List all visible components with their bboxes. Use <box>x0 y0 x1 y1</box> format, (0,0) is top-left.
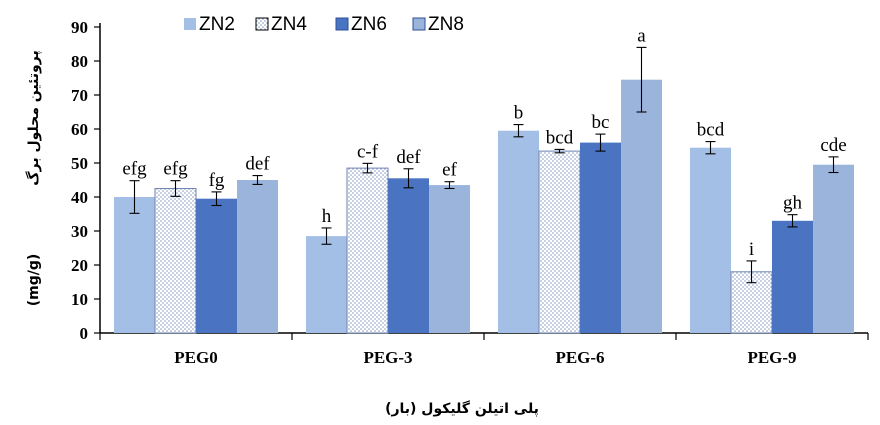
data-label: bcd <box>697 120 725 141</box>
bar <box>196 198 237 333</box>
data-label: h <box>322 206 332 227</box>
data-label: def <box>245 154 270 175</box>
category-label: PEG0 <box>174 348 217 367</box>
bar <box>813 164 854 333</box>
data-label: bcd <box>546 127 574 148</box>
bar <box>346 167 389 334</box>
category-label: PEG-9 <box>747 348 796 367</box>
data-label: a <box>637 25 646 46</box>
bar <box>498 130 539 333</box>
bar <box>621 79 662 333</box>
bar <box>237 180 278 333</box>
legend-swatch <box>255 17 269 31</box>
y-tick-label: 40 <box>71 188 88 207</box>
legend-label: ZN6 <box>351 14 387 35</box>
bar <box>429 185 470 333</box>
legend-swatch <box>184 18 196 30</box>
bar <box>306 236 347 333</box>
legend-swatch <box>335 17 349 31</box>
x-axis-label: پلی اتیلن گلیکول (بار) <box>385 400 539 417</box>
data-label: bc <box>592 112 610 133</box>
legend: ZN2 ZN4 ZN6 ZN8 <box>184 14 464 35</box>
legend-swatch <box>412 17 426 31</box>
y-tick-label: 90 <box>71 18 88 37</box>
legend-label: ZN8 <box>428 14 464 35</box>
data-label: fg <box>209 170 225 191</box>
y-tick-label: 20 <box>71 256 88 275</box>
data-label: cde <box>820 135 846 156</box>
data-label: gh <box>783 193 803 214</box>
y-tick-label: 80 <box>71 52 88 71</box>
category-label: PEG-3 <box>363 348 412 367</box>
y-tick-label: 70 <box>71 86 88 105</box>
bar <box>154 188 197 334</box>
bar <box>772 220 813 333</box>
category-label: PEG-6 <box>555 348 604 367</box>
bar <box>388 178 429 333</box>
data-label: i <box>749 239 754 260</box>
data-label: efg <box>122 159 147 180</box>
y-tick-label: 30 <box>71 222 88 241</box>
legend-label: ZN2 <box>199 14 235 35</box>
data-label: b <box>514 103 524 124</box>
y-tick-label: 10 <box>71 290 88 309</box>
data-label: c-f <box>357 141 379 162</box>
bar <box>690 147 731 333</box>
y-tick-label: 60 <box>71 120 88 139</box>
bar <box>114 197 155 333</box>
data-label: def <box>396 147 421 168</box>
y-axis-label: پروتئین محلول برگ <box>25 50 42 185</box>
y-tick-label: 50 <box>71 154 88 173</box>
data-label: efg <box>163 159 188 180</box>
bar <box>538 150 581 334</box>
y-tick-label: 0 <box>80 324 89 343</box>
y-axis-unit: (mg/g) <box>26 254 42 307</box>
legend-label: ZN4 <box>271 14 307 35</box>
bar <box>580 142 621 333</box>
data-label: ef <box>442 160 457 181</box>
